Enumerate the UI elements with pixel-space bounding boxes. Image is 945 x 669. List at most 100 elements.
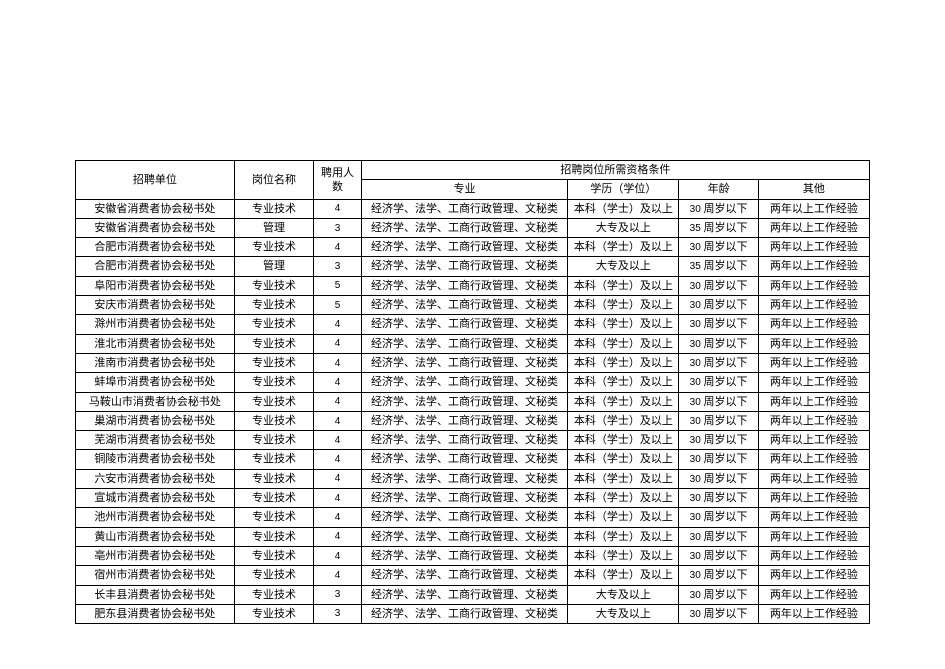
cell-count: 4 xyxy=(314,334,362,353)
age-number: 30 xyxy=(690,590,701,601)
table-row: 长丰县消费者协会秘书处专业技术3经济学、法学、工商行政管理、文秘类大专及以上30… xyxy=(76,585,870,604)
cell-education: 大专及以上 xyxy=(568,604,679,623)
cell-org: 铜陵市消费者协会秘书处 xyxy=(76,450,235,469)
cell-other: 两年以上工作经验 xyxy=(758,546,869,565)
age-number: 30 xyxy=(690,300,701,311)
recruitment-table: 招聘单位 岗位名称 聘用人数 招聘岗位所需资格条件 专业 学历（学位） 年龄 其… xyxy=(75,160,870,624)
cell-count: 4 xyxy=(314,546,362,565)
table-row: 宣城市消费者协会秘书处专业技术4经济学、法学、工商行政管理、文秘类本科（学士）及… xyxy=(76,489,870,508)
table-row: 滁州市消费者协会秘书处专业技术4经济学、法学、工商行政管理、文秘类本科（学士）及… xyxy=(76,315,870,334)
cell-other: 两年以上工作经验 xyxy=(758,469,869,488)
cell-org: 淮北市消费者协会秘书处 xyxy=(76,334,235,353)
cell-age: 35 周岁以下 xyxy=(679,257,758,276)
cell-education: 本科（学士）及以上 xyxy=(568,373,679,392)
cell-count: 4 xyxy=(314,411,362,430)
cell-count: 5 xyxy=(314,296,362,315)
age-text: 周岁以下 xyxy=(701,415,748,427)
cell-major: 经济学、法学、工商行政管理、文秘类 xyxy=(361,373,567,392)
cell-count: 4 xyxy=(314,315,362,334)
age-number: 30 xyxy=(690,416,701,427)
cell-position: 专业技术 xyxy=(234,296,313,315)
cell-age: 30 周岁以下 xyxy=(679,373,758,392)
table-row: 池州市消费者协会秘书处专业技术4经济学、法学、工商行政管理、文秘类本科（学士）及… xyxy=(76,508,870,527)
cell-age: 35 周岁以下 xyxy=(679,218,758,237)
cell-age: 30 周岁以下 xyxy=(679,566,758,585)
cell-count: 4 xyxy=(314,566,362,585)
cell-position: 专业技术 xyxy=(234,469,313,488)
cell-age: 30 周岁以下 xyxy=(679,431,758,450)
header-org: 招聘单位 xyxy=(76,161,235,200)
table-row: 马鞍山市消费者协会秘书处专业技术4经济学、法学、工商行政管理、文秘类本科（学士）… xyxy=(76,392,870,411)
table-row: 芜湖市消费者协会秘书处专业技术4经济学、法学、工商行政管理、文秘类本科（学士）及… xyxy=(76,431,870,450)
cell-other: 两年以上工作经验 xyxy=(758,373,869,392)
cell-count: 4 xyxy=(314,431,362,450)
cell-other: 两年以上工作经验 xyxy=(758,296,869,315)
cell-other: 两年以上工作经验 xyxy=(758,257,869,276)
age-text: 周岁以下 xyxy=(701,241,748,253)
cell-age: 30 周岁以下 xyxy=(679,604,758,623)
cell-org: 安徽省消费者协会秘书处 xyxy=(76,218,235,237)
age-number: 30 xyxy=(690,435,701,446)
cell-education: 本科（学士）及以上 xyxy=(568,353,679,372)
cell-age: 30 周岁以下 xyxy=(679,469,758,488)
cell-count: 4 xyxy=(314,489,362,508)
cell-major: 经济学、法学、工商行政管理、文秘类 xyxy=(361,508,567,527)
cell-education: 本科（学士）及以上 xyxy=(568,392,679,411)
cell-age: 30 周岁以下 xyxy=(679,450,758,469)
cell-position: 专业技术 xyxy=(234,353,313,372)
age-text: 周岁以下 xyxy=(701,396,748,408)
header-row-1: 招聘单位 岗位名称 聘用人数 招聘岗位所需资格条件 xyxy=(76,161,870,180)
age-number: 30 xyxy=(690,512,701,523)
table-row: 淮北市消费者协会秘书处专业技术4经济学、法学、工商行政管理、文秘类本科（学士）及… xyxy=(76,334,870,353)
age-text: 周岁以下 xyxy=(701,589,748,601)
cell-other: 两年以上工作经验 xyxy=(758,527,869,546)
cell-position: 专业技术 xyxy=(234,238,313,257)
age-text: 周岁以下 xyxy=(701,453,748,465)
cell-major: 经济学、法学、工商行政管理、文秘类 xyxy=(361,257,567,276)
cell-major: 经济学、法学、工商行政管理、文秘类 xyxy=(361,353,567,372)
cell-major: 经济学、法学、工商行政管理、文秘类 xyxy=(361,489,567,508)
cell-major: 经济学、法学、工商行政管理、文秘类 xyxy=(361,218,567,237)
cell-education: 大专及以上 xyxy=(568,257,679,276)
cell-age: 30 周岁以下 xyxy=(679,585,758,604)
cell-other: 两年以上工作经验 xyxy=(758,334,869,353)
table-row: 黄山市消费者协会秘书处专业技术4经济学、法学、工商行政管理、文秘类本科（学士）及… xyxy=(76,527,870,546)
cell-age: 30 周岁以下 xyxy=(679,276,758,295)
age-number: 30 xyxy=(690,454,701,465)
cell-org: 淮南市消费者协会秘书处 xyxy=(76,353,235,372)
cell-education: 本科（学士）及以上 xyxy=(568,469,679,488)
cell-position: 专业技术 xyxy=(234,450,313,469)
table-row: 淮南市消费者协会秘书处专业技术4经济学、法学、工商行政管理、文秘类本科（学士）及… xyxy=(76,353,870,372)
cell-education: 本科（学士）及以上 xyxy=(568,489,679,508)
cell-other: 两年以上工作经验 xyxy=(758,411,869,430)
cell-position: 专业技术 xyxy=(234,199,313,218)
table-row: 合肥市消费者协会秘书处专业技术4经济学、法学、工商行政管理、文秘类本科（学士）及… xyxy=(76,238,870,257)
age-number: 30 xyxy=(690,358,701,369)
cell-major: 经济学、法学、工商行政管理、文秘类 xyxy=(361,238,567,257)
cell-other: 两年以上工作经验 xyxy=(758,489,869,508)
table-row: 蚌埠市消费者协会秘书处专业技术4经济学、法学、工商行政管理、文秘类本科（学士）及… xyxy=(76,373,870,392)
age-text: 周岁以下 xyxy=(701,492,748,504)
cell-org: 蚌埠市消费者协会秘书处 xyxy=(76,373,235,392)
cell-age: 30 周岁以下 xyxy=(679,296,758,315)
cell-org: 宣城市消费者协会秘书处 xyxy=(76,489,235,508)
header-age: 年龄 xyxy=(679,180,758,199)
cell-education: 本科（学士）及以上 xyxy=(568,508,679,527)
header-major: 专业 xyxy=(361,180,567,199)
cell-major: 经济学、法学、工商行政管理、文秘类 xyxy=(361,469,567,488)
cell-position: 专业技术 xyxy=(234,276,313,295)
age-text: 周岁以下 xyxy=(701,434,748,446)
age-number: 30 xyxy=(690,532,701,543)
header-qual-group: 招聘岗位所需资格条件 xyxy=(361,161,869,180)
cell-education: 本科（学士）及以上 xyxy=(568,566,679,585)
cell-age: 30 周岁以下 xyxy=(679,527,758,546)
cell-education: 本科（学士）及以上 xyxy=(568,527,679,546)
age-number: 30 xyxy=(690,319,701,330)
cell-position: 专业技术 xyxy=(234,392,313,411)
cell-count: 4 xyxy=(314,469,362,488)
age-text: 周岁以下 xyxy=(701,511,748,523)
cell-education: 本科（学士）及以上 xyxy=(568,411,679,430)
cell-org: 池州市消费者协会秘书处 xyxy=(76,508,235,527)
cell-position: 专业技术 xyxy=(234,604,313,623)
cell-org: 安庆市消费者协会秘书处 xyxy=(76,296,235,315)
